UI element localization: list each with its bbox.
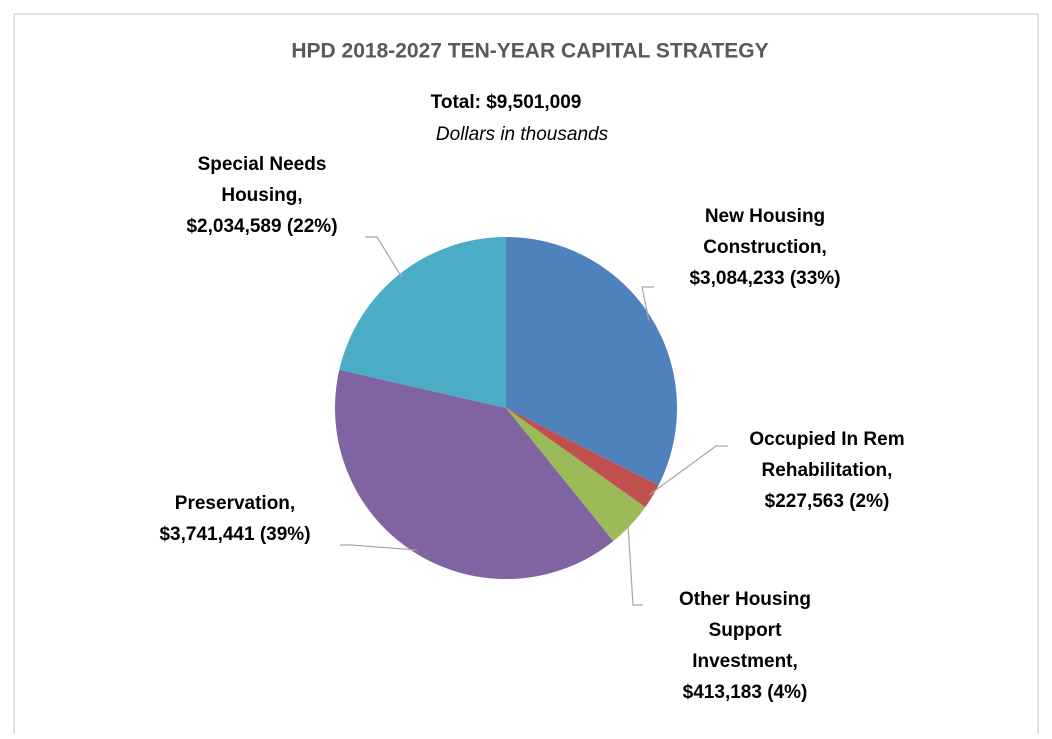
- data-label: Investment,: [692, 651, 798, 672]
- pie-slice: [334, 369, 614, 580]
- data-label: Special Needs: [198, 154, 327, 175]
- pie-slice: [506, 408, 646, 542]
- data-label: Housing,: [221, 185, 302, 206]
- data-label: Occupied In Rem: [749, 429, 904, 450]
- pie-slice: [506, 237, 678, 486]
- data-label: Other Housing: [679, 589, 811, 610]
- chart-subtitle: Total: $9,501,009: [431, 92, 582, 113]
- data-label: New Housing: [705, 206, 825, 227]
- leader-line: [641, 286, 654, 321]
- data-label: $2,034,589 (22%): [186, 216, 337, 237]
- data-label: Rehabilitation,: [762, 460, 893, 481]
- data-label: $227,563 (2%): [765, 491, 890, 512]
- leader-line: [627, 522, 643, 606]
- data-label: $3,084,233 (33%): [689, 268, 840, 289]
- chart-note: Dollars in thousands: [436, 124, 609, 145]
- data-label: $3,741,441 (39%): [159, 524, 310, 545]
- pie-slice: [339, 237, 506, 408]
- chart-title: HPD 2018-2027 TEN-YEAR CAPITAL STRATEGY: [291, 40, 768, 63]
- data-label: Preservation,: [175, 493, 295, 514]
- data-label: Construction,: [703, 237, 827, 258]
- data-label: $413,183 (4%): [683, 682, 808, 703]
- leader-line: [365, 236, 403, 278]
- leader-line: [340, 544, 418, 551]
- data-label: Support: [709, 620, 782, 641]
- leader-line: [649, 445, 728, 496]
- chart-frame: [13, 13, 1039, 734]
- pie-slice: [506, 408, 659, 508]
